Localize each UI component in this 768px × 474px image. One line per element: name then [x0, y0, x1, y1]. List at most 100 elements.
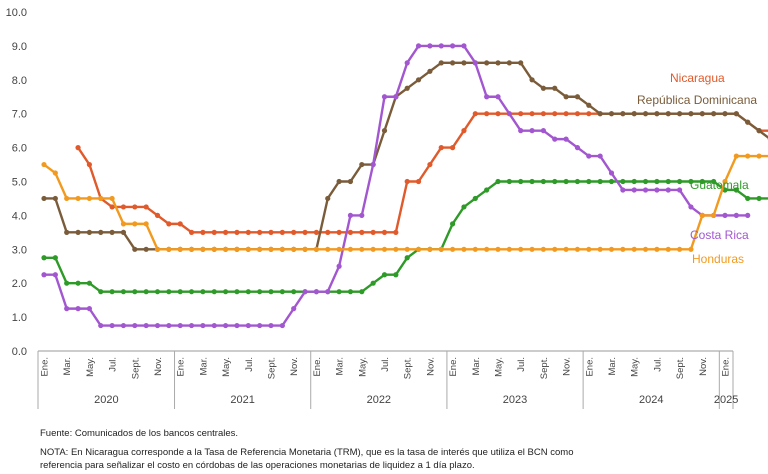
year-label: 2023	[503, 394, 527, 406]
x-tick-label: Jul.	[244, 357, 255, 372]
series-line	[77, 112, 768, 234]
data-point	[86, 306, 92, 312]
data-point	[98, 289, 104, 295]
data-point	[347, 212, 354, 218]
series-label: República Dominicana	[637, 93, 757, 107]
data-point	[234, 246, 240, 252]
data-point	[574, 94, 581, 100]
data-point	[552, 111, 558, 117]
data-point	[620, 111, 626, 117]
data-point	[722, 212, 728, 218]
data-point	[370, 229, 376, 235]
data-point	[438, 43, 444, 49]
data-point	[188, 246, 195, 252]
data-point	[586, 153, 592, 159]
data-point	[154, 289, 161, 295]
data-point	[143, 289, 149, 295]
data-point	[347, 229, 354, 235]
x-tick-label: Ene.	[448, 357, 459, 377]
data-point	[291, 229, 297, 235]
data-point	[461, 128, 467, 134]
data-point	[336, 263, 342, 269]
data-point	[597, 246, 603, 252]
data-point	[711, 111, 717, 117]
data-point	[756, 153, 762, 159]
data-point	[461, 43, 467, 49]
data-point	[223, 246, 229, 252]
data-point	[359, 289, 365, 295]
data-point	[529, 77, 535, 83]
x-tick-label: Nov.	[562, 357, 573, 376]
data-point	[336, 229, 342, 235]
data-point	[143, 246, 149, 252]
data-point	[745, 212, 751, 218]
data-point	[654, 246, 660, 252]
data-point	[177, 289, 183, 295]
data-point	[200, 322, 206, 329]
data-point	[699, 212, 705, 218]
data-point	[245, 246, 251, 252]
data-point	[563, 246, 569, 252]
data-point	[745, 153, 751, 159]
data-point	[450, 246, 456, 252]
series-line	[43, 154, 768, 251]
data-point	[166, 221, 172, 227]
data-point	[415, 77, 422, 83]
data-point	[177, 221, 183, 227]
data-point	[75, 195, 81, 202]
data-point	[98, 322, 104, 329]
data-point	[188, 229, 195, 235]
data-point	[563, 111, 569, 117]
y-tick-label: 6.0	[12, 143, 27, 155]
data-point	[677, 187, 683, 193]
data-point	[291, 306, 297, 312]
data-point	[711, 178, 717, 185]
data-point	[586, 178, 592, 185]
data-point	[699, 111, 705, 117]
data-point	[166, 246, 172, 252]
data-point	[211, 246, 217, 252]
series-label: Costa Rica	[690, 228, 749, 242]
data-point	[257, 289, 263, 295]
data-point	[381, 94, 388, 100]
data-point	[98, 195, 104, 202]
policy-rate-line-chart: 0.0 1.0 2.0 3.0 4.0 5.0 6.0 7.0 8.0 9.0 10.0 Ene. M…	[6, 7, 768, 409]
series-line	[44, 61, 768, 251]
data-point	[518, 60, 524, 66]
x-tick-label: Sept.	[130, 357, 141, 379]
year-label: 2020	[94, 394, 118, 406]
x-tick-label: Mar.	[62, 357, 73, 375]
data-point	[461, 246, 467, 252]
data-point	[370, 246, 376, 252]
data-point	[120, 204, 127, 210]
data-point	[313, 229, 319, 235]
data-point	[325, 195, 331, 202]
data-point	[540, 85, 547, 91]
data-point	[415, 246, 422, 252]
data-point	[586, 102, 592, 108]
data-point	[234, 322, 240, 329]
data-point	[631, 178, 637, 185]
data-point	[552, 136, 558, 142]
year-label: 2021	[230, 394, 254, 406]
x-tick-label: Sept.	[675, 357, 686, 379]
data-point	[529, 111, 535, 117]
data-point	[302, 246, 308, 252]
data-point	[733, 187, 739, 193]
data-point	[313, 246, 319, 252]
y-tick-label: 4.0	[12, 210, 27, 222]
data-point	[109, 289, 115, 295]
data-point	[381, 246, 388, 252]
series-line	[44, 44, 748, 327]
data-point	[325, 229, 331, 235]
x-tick-label: Jul.	[380, 357, 391, 372]
data-point	[325, 246, 331, 252]
data-point	[381, 229, 388, 235]
data-point	[234, 289, 240, 295]
data-point	[665, 178, 671, 185]
x-tick-label: Nov.	[698, 357, 709, 376]
data-point	[154, 246, 161, 252]
data-point	[665, 246, 671, 252]
data-point	[120, 322, 127, 329]
data-point	[381, 128, 388, 134]
